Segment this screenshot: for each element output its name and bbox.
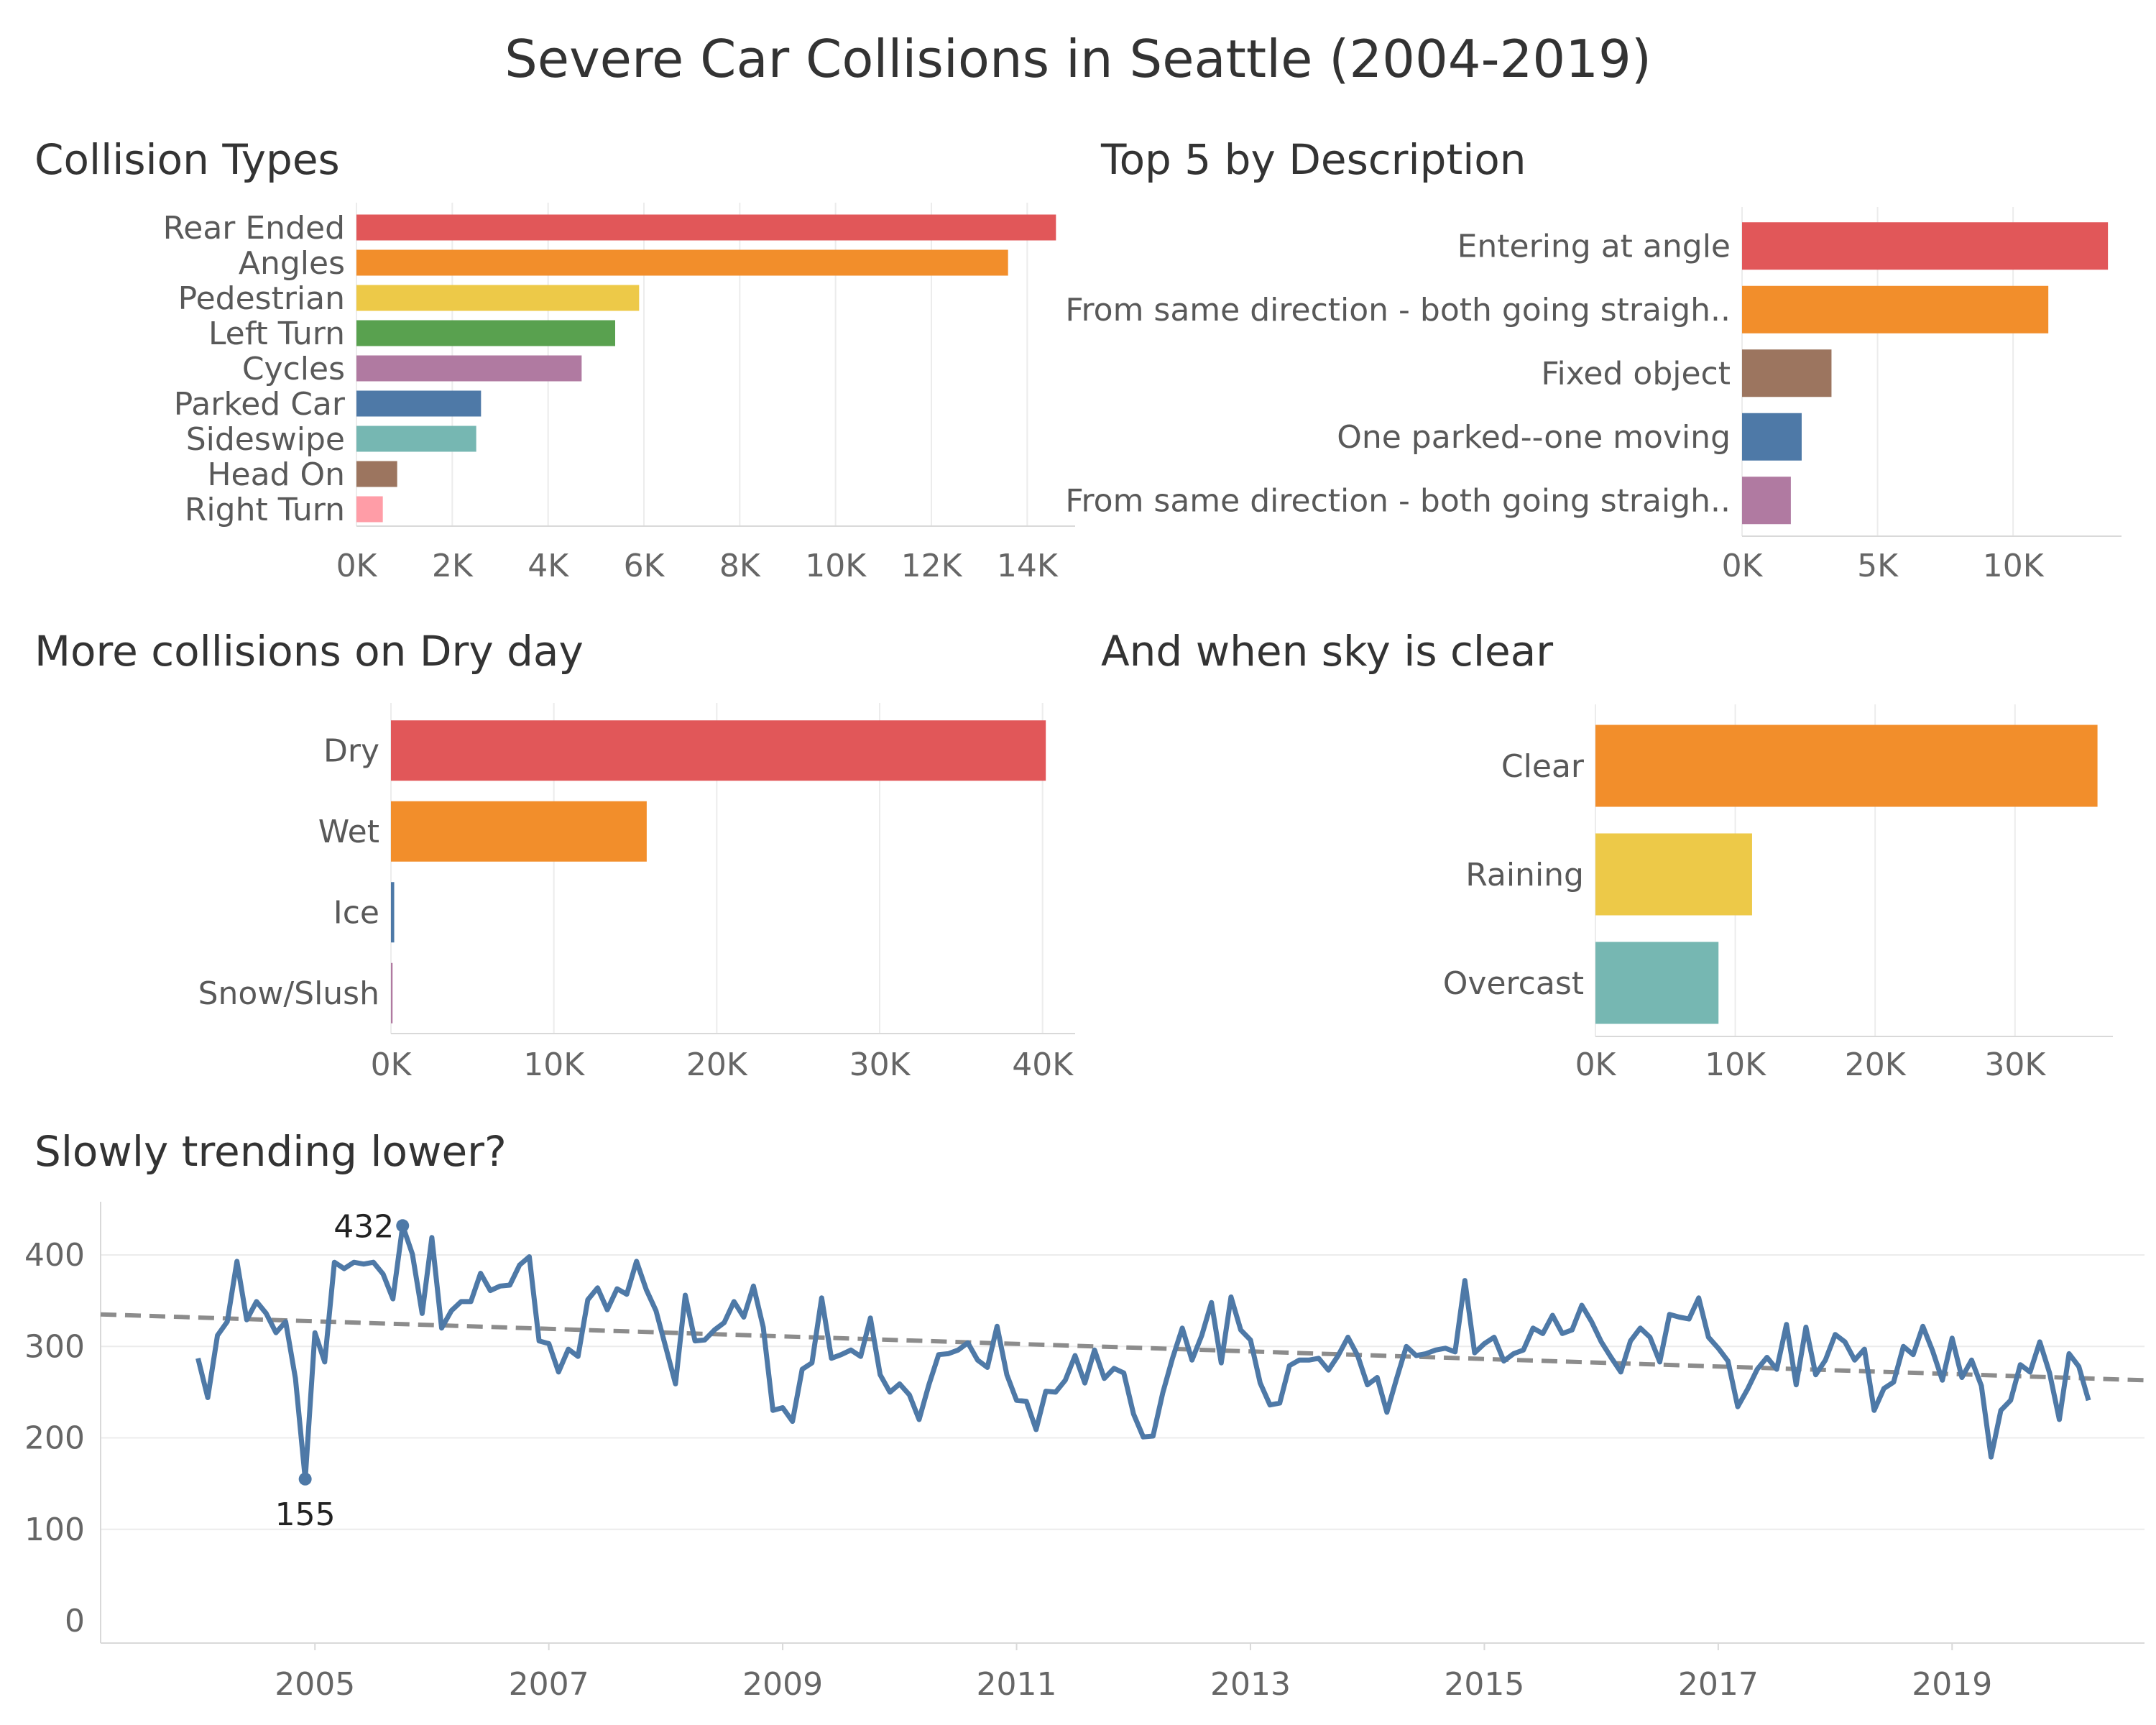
bar — [1595, 942, 1719, 1024]
top-5-description-title: Top 5 by Description — [1101, 135, 1526, 184]
category-label: From same direction - both going straigh… — [1065, 292, 1731, 328]
x-tick-label: 4K — [528, 548, 569, 584]
category-label: Head On — [207, 456, 345, 493]
category-label: Overcast — [1443, 965, 1584, 1002]
bar — [1742, 413, 1802, 461]
x-tick-label: 2013 — [1210, 1666, 1291, 1703]
x-tick-label: 0K — [1575, 1046, 1617, 1083]
bar — [356, 461, 397, 487]
category-label: Snow/Slush — [198, 975, 379, 1012]
dashboard-title: Severe Car Collisions in Seattle (2004-2… — [505, 29, 1651, 89]
x-tick-label: 5K — [1857, 548, 1899, 584]
bar — [1742, 349, 1832, 397]
y-tick-label: 100 — [24, 1512, 85, 1548]
collision-types-title: Collision Types — [34, 135, 340, 184]
bar — [356, 390, 482, 417]
x-tick-label: 12K — [901, 548, 963, 584]
category-label: Entering at angle — [1457, 229, 1731, 265]
category-label: Fixed object — [1541, 356, 1731, 392]
bar — [356, 426, 476, 452]
bar — [391, 720, 1046, 781]
x-tick-label: 2019 — [1912, 1666, 1992, 1703]
annotation-point — [298, 1472, 312, 1486]
x-tick-label: 20K — [1845, 1046, 1907, 1083]
y-tick-label: 0 — [65, 1603, 85, 1639]
x-tick-label: 14K — [997, 548, 1059, 584]
x-tick-label: 0K — [1722, 548, 1764, 584]
category-label: Dry — [323, 733, 379, 770]
x-tick-label: 2017 — [1678, 1666, 1759, 1703]
y-tick-label: 400 — [24, 1237, 85, 1274]
annotation-label: 155 — [275, 1496, 336, 1533]
category-label: From same direction - both going straigh… — [1065, 483, 1731, 520]
x-tick-label: 10K — [1983, 548, 2045, 584]
bar — [356, 249, 1008, 276]
series-line — [195, 1223, 2091, 1482]
bar — [356, 214, 1056, 241]
road-condition-title: More collisions on Dry day — [34, 627, 584, 676]
category-label: Right Turn — [185, 492, 345, 528]
bar — [356, 496, 383, 523]
category-label: Ice — [333, 895, 379, 932]
category-label: Sideswipe — [186, 421, 345, 458]
bar — [391, 882, 395, 943]
x-tick-label: 30K — [1984, 1046, 2046, 1083]
x-tick-label: 2009 — [742, 1666, 823, 1703]
category-label: Wet — [318, 814, 379, 850]
category-label: Raining — [1465, 857, 1584, 893]
bar — [391, 801, 647, 862]
category-label: Parked Car — [174, 386, 346, 423]
bar — [356, 285, 640, 311]
category-label: One parked--one moving — [1337, 419, 1731, 456]
bar — [1742, 477, 1791, 525]
x-tick-label: 2015 — [1444, 1666, 1524, 1703]
x-tick-label: 10K — [523, 1046, 585, 1083]
x-tick-label: 20K — [686, 1046, 748, 1083]
category-label: Left Turn — [208, 316, 345, 352]
y-tick-label: 300 — [24, 1328, 85, 1365]
x-tick-label: 2011 — [977, 1666, 1057, 1703]
y-tick-label: 200 — [24, 1420, 85, 1457]
x-tick-label: 2K — [432, 548, 474, 584]
x-tick-label: 10K — [805, 548, 867, 584]
x-tick-label: 0K — [336, 548, 378, 584]
x-tick-label: 10K — [1705, 1046, 1766, 1083]
category-label: Angles — [239, 245, 345, 282]
bar — [1742, 285, 2049, 334]
bar — [356, 355, 582, 382]
x-tick-label: 2005 — [275, 1666, 355, 1703]
x-tick-label: 6K — [624, 548, 665, 584]
x-tick-label: 8K — [719, 548, 761, 584]
bar — [391, 962, 393, 1024]
x-tick-label: 40K — [1012, 1046, 1074, 1083]
annotation-label: 432 — [333, 1208, 394, 1245]
x-tick-label: 30K — [849, 1046, 911, 1083]
x-tick-label: 2007 — [509, 1666, 589, 1703]
bar — [1595, 833, 1752, 916]
annotation-point — [396, 1219, 410, 1233]
category-label: Cycles — [242, 351, 345, 387]
weather-title: And when sky is clear — [1101, 627, 1554, 676]
trend-title: Slowly trending lower? — [34, 1127, 507, 1176]
bar — [1742, 222, 2109, 270]
category-label: Pedestrian — [178, 280, 345, 317]
category-label: Clear — [1501, 748, 1585, 785]
bar — [356, 320, 615, 346]
bar — [1595, 724, 2098, 807]
category-label: Rear Ended — [163, 210, 345, 247]
x-tick-label: 0K — [371, 1046, 413, 1083]
